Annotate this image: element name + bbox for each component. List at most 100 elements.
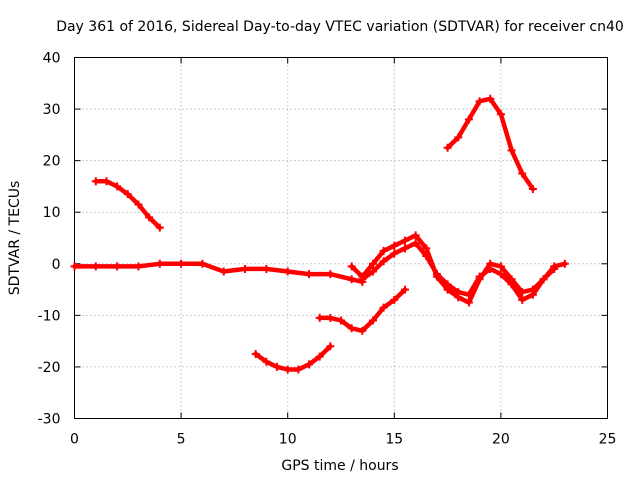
data-point: [400, 285, 409, 294]
x-axis-title: GPS time / hours: [281, 458, 398, 474]
data-point: [432, 270, 441, 279]
data-point: [251, 350, 260, 359]
series-trace-4: [358, 239, 559, 304]
data-point: [464, 115, 473, 124]
data-point: [326, 342, 335, 351]
data-point: [305, 360, 314, 369]
series-line: [445, 96, 536, 192]
data-point: [358, 326, 367, 335]
data-point: [113, 262, 122, 271]
y-tick-label: 40: [43, 51, 61, 67]
data-point: [113, 182, 122, 191]
data-point: [326, 270, 335, 279]
data-point: [464, 298, 473, 307]
data-point: [486, 264, 495, 273]
data-point: [539, 275, 548, 284]
x-tick-label: 15: [385, 432, 403, 448]
data-point: [134, 262, 143, 271]
axis-ticks: 0 5 10 15 20 25 -30 -20 -10 0 10 20 30 40: [38, 51, 617, 448]
series-trace-2: [70, 259, 367, 286]
data-point: [379, 257, 388, 266]
data-point: [91, 177, 100, 186]
data-point: [315, 313, 324, 322]
y-tick-label: 20: [43, 154, 61, 170]
data-point: [496, 270, 505, 279]
data-point: [400, 236, 409, 245]
data-point: [337, 316, 345, 325]
data-point: [560, 259, 569, 268]
data-point: [262, 264, 271, 273]
data-point: [475, 272, 484, 281]
data-point: [273, 362, 282, 371]
data-point: [368, 259, 377, 268]
data-point: [507, 146, 516, 155]
data-point: [368, 316, 377, 325]
data-point: [70, 262, 79, 271]
data-point: [528, 290, 537, 299]
data-point: [464, 290, 473, 299]
data-point: [177, 259, 186, 268]
y-tick-label: 10: [43, 205, 61, 221]
data-point: [411, 231, 420, 240]
series-trace-7: [443, 94, 537, 194]
chart-title: Day 361 of 2016, Sidereal Day-to-day VTE…: [56, 19, 624, 35]
data-point: [368, 267, 377, 276]
x-tick-label: 5: [177, 432, 186, 448]
data-point: [454, 288, 463, 297]
y-tick-label: 0: [52, 257, 61, 273]
series-line: [317, 287, 408, 334]
data-point: [198, 259, 207, 268]
plot-frame: [74, 57, 608, 419]
data-point: [379, 246, 388, 255]
data-point: [528, 185, 537, 194]
data-point: [379, 303, 388, 312]
x-tick-label: 10: [279, 432, 297, 448]
data-point: [241, 264, 250, 273]
data-point: [454, 133, 463, 142]
data-point: [102, 177, 111, 186]
data-point: [294, 365, 303, 374]
data-point: [390, 241, 399, 250]
data-point: [145, 213, 154, 222]
x-tick-label: 0: [70, 432, 79, 448]
grid: [74, 57, 608, 419]
data-point: [486, 94, 495, 103]
data-point: [283, 267, 292, 276]
data-point: [443, 143, 452, 152]
series-trace-6: [315, 285, 409, 335]
data-point: [390, 295, 399, 304]
data-point: [507, 280, 516, 289]
data-point: [390, 249, 399, 258]
data-point: [219, 267, 228, 276]
x-tick-label: 25: [599, 432, 617, 448]
data-point: [305, 270, 314, 279]
data-point: [518, 169, 527, 178]
data-point: [518, 295, 527, 304]
y-tick-label: -20: [38, 360, 61, 376]
series-trace-1: [91, 177, 164, 232]
x-tick-label: 20: [492, 432, 510, 448]
data-point: [443, 280, 452, 289]
data-point: [326, 313, 335, 322]
data-point: [347, 262, 356, 271]
series-layer: [70, 94, 569, 374]
data-point: [155, 223, 164, 232]
data-point: [475, 97, 484, 106]
data-point: [134, 200, 143, 209]
data-point: [422, 252, 431, 261]
data-point: [91, 262, 100, 271]
y-tick-label: -30: [38, 412, 61, 428]
y-tick-label: -10: [38, 308, 61, 324]
data-point: [347, 324, 356, 333]
data-point: [347, 275, 356, 284]
data-point: [400, 244, 409, 253]
data-point: [123, 190, 132, 199]
data-point: [496, 262, 505, 271]
data-point: [262, 357, 271, 366]
y-axis-title: SDTVAR / TECUs: [7, 181, 23, 296]
data-point: [315, 352, 324, 361]
data-point: [422, 244, 431, 253]
y-tick-label: 30: [43, 102, 61, 118]
data-point: [411, 239, 420, 248]
